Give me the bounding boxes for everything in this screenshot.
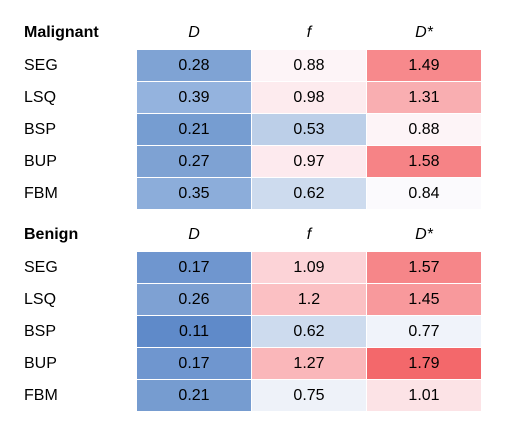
row-label: SEG (24, 56, 58, 74)
benign-table: Benign D f D* SEG 0.17 1.09 1.57 LSQ 0.26 1.2 1… (22, 218, 482, 411)
row-label: BUP (24, 152, 57, 170)
table-row: SEG 0.28 0.88 1.49 (22, 49, 482, 81)
table-cell: 0.97 (252, 146, 366, 177)
row-label: FBM (24, 184, 58, 202)
benign-header-row: Benign D f D* (22, 218, 482, 251)
table-cell: 1.45 (367, 284, 481, 315)
row-label: LSQ (24, 290, 57, 308)
malignant-table: Malignant D f D* SEG 0.28 0.88 1.49 LSQ 0.39 0… (22, 16, 482, 209)
column-header-dstar: D* (415, 225, 433, 243)
benign-rows: SEG 0.17 1.09 1.57 LSQ 0.26 1.2 1.45 BSP 0.11 0.62… (22, 251, 482, 411)
table-cell: 0.39 (137, 82, 251, 113)
table-row: BUP 0.27 0.97 1.58 (22, 145, 482, 177)
table-cell: 0.77 (367, 316, 481, 347)
row-label: BUP (24, 354, 57, 372)
table-cell: 0.88 (367, 114, 481, 145)
table-cell: 0.17 (137, 252, 251, 283)
table-cell: 1.49 (367, 50, 481, 81)
column-header-d: D (188, 23, 200, 41)
table-row: FBM 0.35 0.62 0.84 (22, 177, 482, 209)
table-row: SEG 0.17 1.09 1.57 (22, 251, 482, 283)
table-row: LSQ 0.26 1.2 1.45 (22, 283, 482, 315)
row-label: BSP (24, 322, 57, 340)
malignant-header-row: Malignant D f D* (22, 16, 482, 49)
table-cell: 1.2 (252, 284, 366, 315)
table-cell: 1.79 (367, 348, 481, 379)
column-header-dstar: D* (415, 23, 433, 41)
table-cell: 0.84 (367, 178, 481, 209)
table-row: FBM 0.21 0.75 1.01 (22, 379, 482, 411)
table-cell: 0.21 (137, 114, 251, 145)
table-cell: 0.26 (137, 284, 251, 315)
table-row: BUP 0.17 1.27 1.79 (22, 347, 482, 379)
table-cell: 0.35 (137, 178, 251, 209)
column-header-f: f (306, 225, 312, 243)
table-cell: 0.27 (137, 146, 251, 177)
row-label: LSQ (24, 88, 57, 106)
malignant-rows: SEG 0.28 0.88 1.49 LSQ 0.39 0.98 1.31 BSP 0.21 0.5… (22, 49, 482, 209)
row-label: BSP (24, 120, 57, 138)
table-cell: 0.88 (252, 50, 366, 81)
table-cell: 1.09 (252, 252, 366, 283)
table-row: BSP 0.21 0.53 0.88 (22, 113, 482, 145)
table-cell: 0.28 (137, 50, 251, 81)
table-cell: 1.31 (367, 82, 481, 113)
table-cell: 0.62 (252, 178, 366, 209)
row-label: FBM (24, 386, 58, 404)
table-row: BSP 0.11 0.62 0.77 (22, 315, 482, 347)
table-cell: 0.17 (137, 348, 251, 379)
table-cell: 0.53 (252, 114, 366, 145)
table-cell: 0.11 (137, 316, 251, 347)
malignant-title: Malignant (24, 23, 99, 41)
table-cell: 1.57 (367, 252, 481, 283)
table-cell: 0.98 (252, 82, 366, 113)
table-cell: 1.58 (367, 146, 481, 177)
row-label: SEG (24, 258, 58, 276)
table-cell: 0.75 (252, 380, 366, 411)
table-row: LSQ 0.39 0.98 1.31 (22, 81, 482, 113)
table-cell: 1.27 (252, 348, 366, 379)
column-header-d: D (188, 225, 200, 243)
table-cell: 1.01 (367, 380, 481, 411)
table-cell: 0.21 (137, 380, 251, 411)
benign-title: Benign (24, 225, 79, 243)
column-header-f: f (306, 23, 312, 41)
table-cell: 0.62 (252, 316, 366, 347)
